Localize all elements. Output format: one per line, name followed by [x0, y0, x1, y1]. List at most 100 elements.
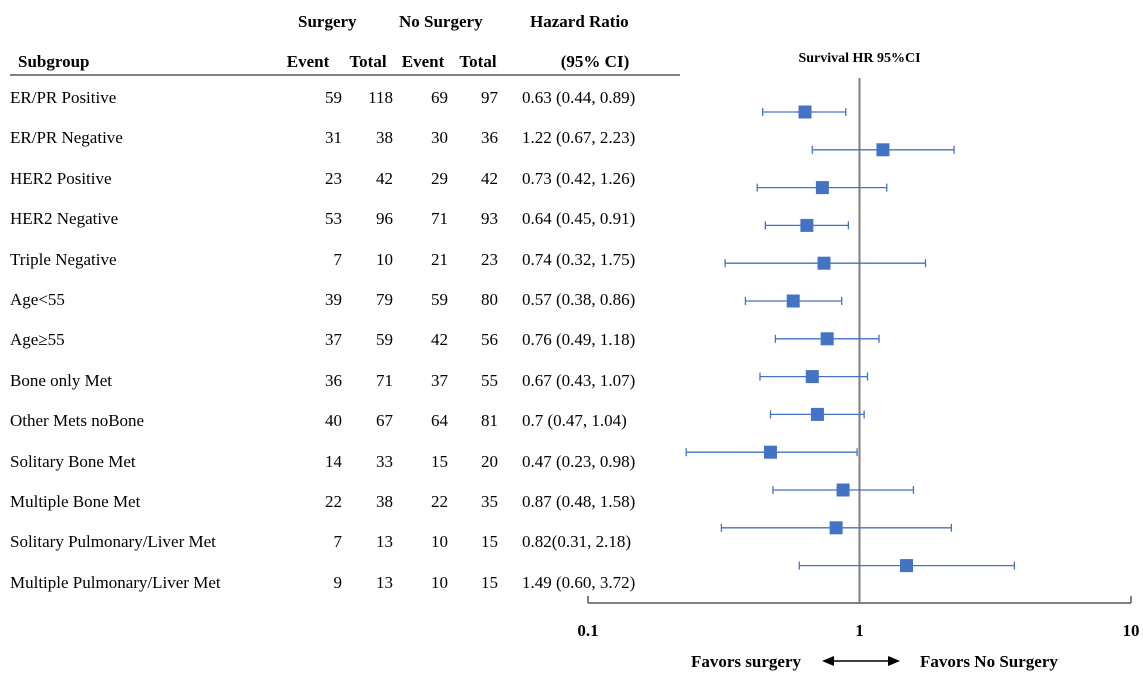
surgery-total: 118 [368, 88, 393, 107]
surgery-total: 38 [376, 492, 393, 511]
header-nosurgery-total: Total [459, 52, 497, 71]
surgery-event: 7 [333, 249, 343, 269]
hr-marker [786, 294, 800, 308]
subgroup-label: HER2 Positive [10, 168, 112, 188]
hr-marker [820, 332, 834, 346]
header-nosurgery-event: Event [401, 52, 445, 71]
subgroup-label: Bone only Met [10, 370, 112, 390]
hazard-ratio-ci: 0.82(0.31, 2.18) [522, 532, 632, 552]
surgery-total: 33 [376, 451, 393, 471]
surgery-total: 67 [376, 411, 393, 431]
x-tick-label: 0.1 [577, 621, 598, 640]
surgery-total: 13 [376, 572, 393, 592]
hazard-ratio-ci: 0.57 (0.38, 0.86) [522, 290, 636, 309]
nosurgery-total: 15 [481, 572, 498, 592]
subgroup-label: Multiple Bone Met [10, 492, 141, 511]
hazard-ratio-ci: 1.22 (0.67, 2.23) [522, 128, 636, 148]
header-surgery: Surgery [298, 12, 357, 31]
nosurgery-event: 59 [431, 290, 448, 309]
nosurgery-total: 97 [481, 88, 498, 107]
nosurgery-event: 29 [431, 168, 448, 188]
subgroup-label: HER2 Negative [10, 209, 119, 229]
hr-marker [815, 181, 829, 195]
hr-marker [798, 105, 812, 119]
nosurgery-event: 69 [431, 88, 448, 107]
header-surgery-total: Total [349, 52, 387, 71]
x-tick-label: 1 [855, 621, 864, 640]
subgroup-label: Triple Negative [10, 249, 117, 269]
surgery-total: 71 [376, 370, 393, 390]
nosurgery-event: 10 [431, 532, 448, 552]
header-ci: (95% CI) [560, 52, 630, 71]
nosurgery-total: 42 [481, 168, 498, 188]
nosurgery-event: 42 [431, 330, 448, 350]
hr-marker [817, 256, 831, 270]
hr-marker [836, 483, 850, 497]
hr-marker [810, 407, 824, 421]
surgery-event: 22 [325, 492, 342, 511]
nosurgery-event: 21 [431, 249, 448, 269]
surgery-event: 39 [325, 290, 342, 309]
surgery-event: 40 [325, 411, 342, 431]
hazard-ratio-ci: 0.76 (0.49, 1.18) [522, 330, 636, 350]
surgery-event: 23 [325, 168, 342, 188]
surgery-event: 9 [333, 572, 343, 592]
header-surgery-event: Event [286, 52, 330, 71]
hr-marker [829, 521, 843, 535]
arrow-right-head [888, 656, 900, 666]
hazard-ratio-ci: 0.64 (0.45, 0.91) [522, 209, 636, 229]
surgery-event: 14 [325, 451, 342, 471]
hr-marker [800, 218, 814, 232]
hr-marker [805, 370, 819, 384]
nosurgery-event: 10 [431, 572, 448, 592]
subgroup-label: ER/PR Negative [10, 128, 123, 148]
nosurgery-event: 22 [431, 492, 448, 511]
surgery-event: 37 [325, 330, 342, 350]
nosurgery-total: 93 [481, 209, 498, 229]
subgroup-label: Age<55 [10, 290, 65, 309]
favors-surgery-label: Favors surgery [691, 652, 802, 671]
surgery-event: 31 [325, 128, 342, 148]
nosurgery-total: 55 [481, 370, 498, 390]
nosurgery-total: 20 [481, 451, 498, 471]
surgery-event: 59 [325, 88, 342, 107]
chart-title: Survival HR 95%CI [798, 51, 920, 66]
header-divider [10, 74, 680, 76]
subgroup-label: ER/PR Positive [10, 88, 117, 107]
nosurgery-event: 37 [431, 370, 448, 390]
arrow-left-head [822, 656, 834, 666]
hazard-ratio-ci: 0.73 (0.42, 1.26) [522, 168, 636, 188]
surgery-event: 7 [333, 532, 343, 552]
subgroup-label: Multiple Pulmonary/Liver Met [10, 572, 221, 592]
nosurgery-event: 64 [431, 411, 448, 431]
subgroup-label: Solitary Bone Met [10, 451, 136, 471]
nosurgery-event: 71 [431, 209, 448, 229]
nosurgery-event: 30 [431, 128, 448, 148]
nosurgery-total: 80 [481, 290, 498, 309]
surgery-total: 79 [376, 290, 393, 309]
header-hazard-ratio: Hazard Ratio [530, 12, 629, 31]
hr-marker [876, 143, 890, 157]
surgery-total: 13 [376, 532, 393, 552]
hazard-ratio-ci: 0.63 (0.44, 0.89) [522, 88, 636, 107]
nosurgery-total: 35 [481, 492, 498, 511]
nosurgery-total: 56 [481, 330, 498, 350]
hr-marker [900, 559, 914, 573]
surgery-total: 96 [376, 209, 393, 229]
header-subgroup: Subgroup [18, 52, 90, 71]
favors-no-surgery-label: Favors No Surgery [920, 652, 1058, 671]
hazard-ratio-ci: 0.74 (0.32, 1.75) [522, 249, 636, 269]
hazard-ratio-ci: 0.87 (0.48, 1.58) [522, 492, 636, 511]
header-no-surgery: No Surgery [399, 12, 483, 31]
surgery-total: 59 [376, 330, 393, 350]
surgery-total: 38 [376, 128, 393, 148]
subgroup-label: Age≥55 [10, 330, 65, 350]
hazard-ratio-ci: 1.49 (0.60, 3.72) [522, 572, 636, 592]
subgroup-label: Solitary Pulmonary/Liver Met [10, 532, 216, 552]
hazard-ratio-ci: 0.47 (0.23, 0.98) [522, 451, 636, 471]
surgery-event: 36 [325, 370, 342, 390]
hazard-ratio-ci: 0.7 (0.47, 1.04) [522, 411, 627, 431]
hazard-ratio-ci: 0.67 (0.43, 1.07) [522, 370, 636, 390]
nosurgery-total: 36 [481, 128, 498, 148]
